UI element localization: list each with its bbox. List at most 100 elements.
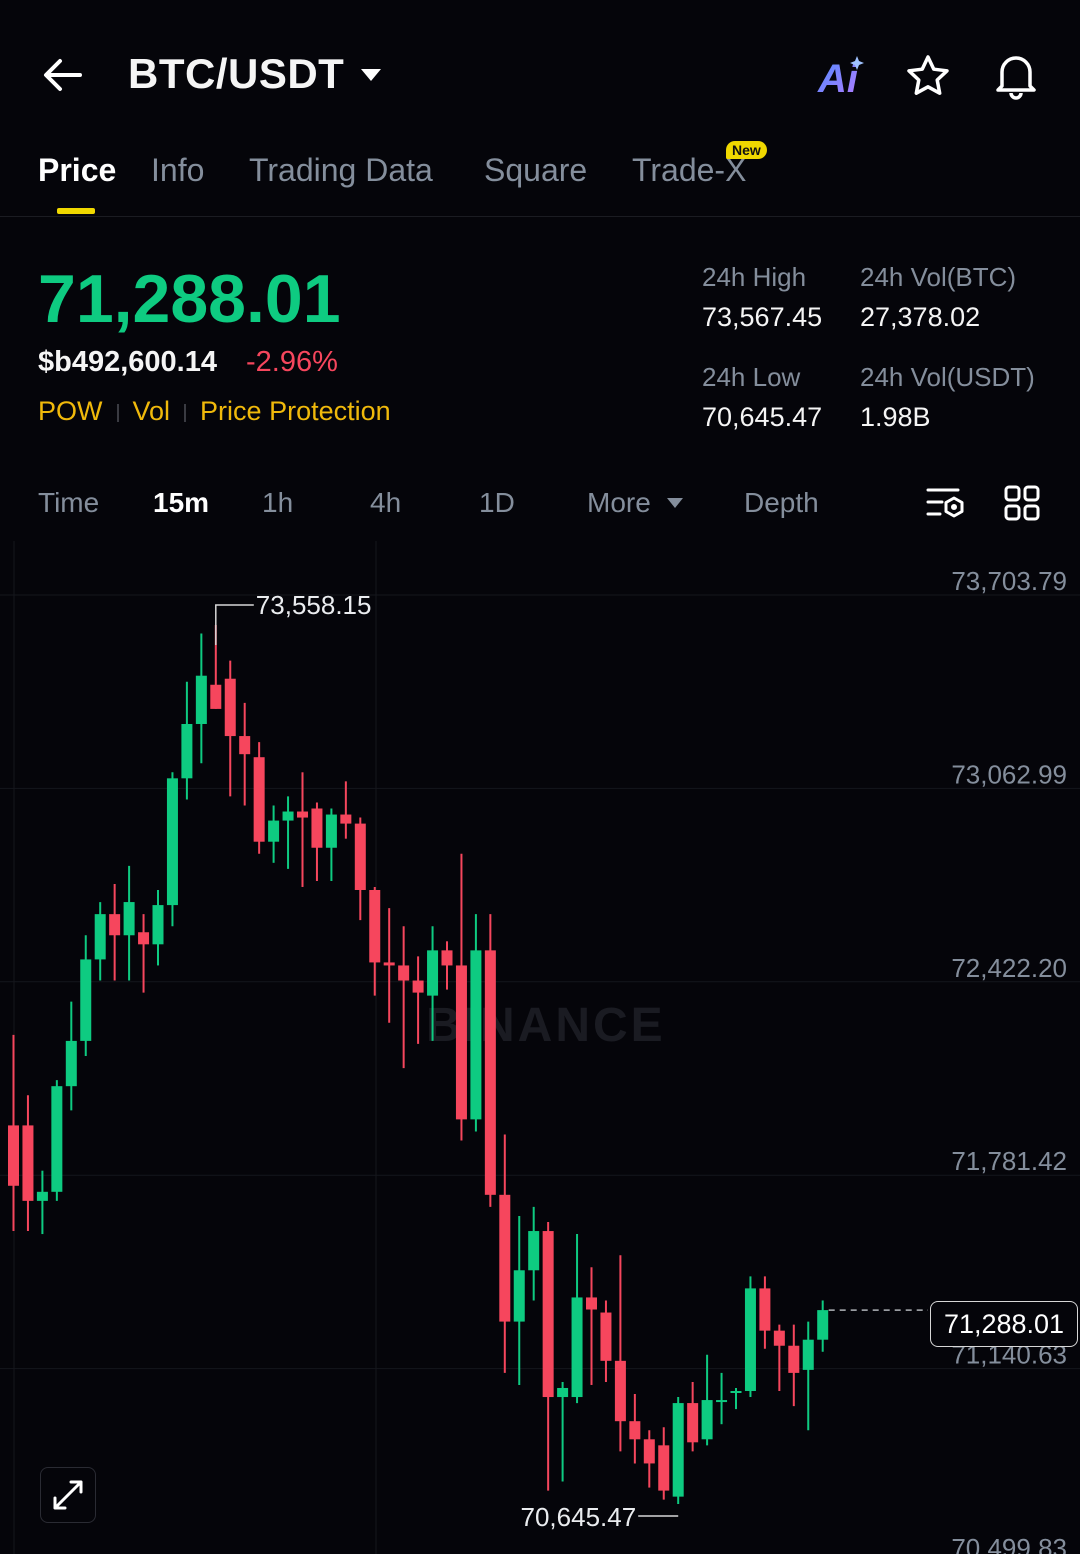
interval-1h[interactable]: 1h <box>262 487 294 518</box>
candle-body <box>528 1231 540 1271</box>
candle-body <box>123 902 135 936</box>
candle-body <box>557 1387 569 1398</box>
tag-list: POW Vol Price Protection <box>38 396 391 427</box>
candle-body <box>614 1360 626 1422</box>
ai-assistant-button[interactable]: Ai <box>816 52 868 108</box>
candle-body <box>195 675 207 724</box>
indicator-settings-icon[interactable] <box>924 484 964 529</box>
y-axis-tick-label: 70,499.83 <box>951 1533 1067 1554</box>
pair-dropdown-icon[interactable] <box>358 66 384 89</box>
candle-body <box>716 1400 728 1403</box>
active-tab-indicator <box>57 208 95 214</box>
candle-body <box>268 820 280 842</box>
stat-vol-btc-value: 27,378.02 <box>860 302 981 332</box>
candle-body <box>383 962 395 966</box>
stat-low-value: 70,645.47 <box>702 402 823 432</box>
fullscreen-button[interactable] <box>40 1467 96 1523</box>
candle-body <box>441 950 453 966</box>
current-price-label: 71,288.01 <box>930 1301 1078 1347</box>
y-axis-tick-label: 73,062.99 <box>951 759 1067 789</box>
candle-body <box>369 889 381 963</box>
candle-body <box>817 1310 829 1340</box>
interval-depth[interactable]: Depth <box>744 487 819 518</box>
tag-pow[interactable]: POW <box>38 396 103 426</box>
candle-body <box>166 778 178 906</box>
candle-body <box>210 684 222 709</box>
stat-vol-usdt-label: 24h Vol(USDT) <box>860 362 1035 392</box>
interval-1d[interactable]: 1D <box>479 487 515 518</box>
candle-body <box>36 1191 48 1201</box>
low-price-label: 70,645.47 <box>521 1502 637 1532</box>
tag-vol[interactable]: Vol <box>132 396 171 426</box>
ai-label: Ai <box>817 57 859 98</box>
candle-body <box>224 678 236 737</box>
layout-grid-icon[interactable] <box>1003 484 1041 527</box>
new-badge: New <box>726 141 767 159</box>
interval-more[interactable]: More <box>587 487 651 518</box>
candle-body <box>542 1231 554 1398</box>
interval-4h[interactable]: 4h <box>370 487 402 518</box>
tag-price-protection[interactable]: Price Protection <box>200 396 391 426</box>
stat-vol-btc-label: 24h Vol(BTC) <box>860 262 1017 292</box>
candle-body <box>600 1312 612 1361</box>
candle-body <box>802 1339 814 1370</box>
candle-body <box>788 1345 800 1373</box>
tab-square[interactable]: Square <box>484 152 588 188</box>
y-axis-tick-label: 72,422.20 <box>951 953 1067 983</box>
tab-bar: Price Info Trading Data Square Trade-X <box>0 146 1080 217</box>
candle-body <box>297 811 308 818</box>
candle-body <box>643 1439 655 1464</box>
candle-body <box>427 950 439 996</box>
candle-body <box>484 950 496 1195</box>
candle-body <box>253 757 265 842</box>
stat-high-label: 24h High <box>702 262 807 292</box>
candle-body <box>22 1125 34 1201</box>
last-price: 71,288.01 <box>38 261 341 337</box>
alert-bell-icon[interactable] <box>992 50 1040 105</box>
candle-body <box>629 1421 641 1440</box>
tab-info[interactable]: Info <box>151 152 205 188</box>
candle-body <box>586 1297 597 1310</box>
candle-body <box>412 980 424 993</box>
tab-trading-data[interactable]: Trading Data <box>249 152 433 188</box>
candle-body <box>687 1403 699 1443</box>
candle-body <box>658 1445 670 1491</box>
candle-body <box>354 823 366 890</box>
stat-low-label: 24h Low <box>702 362 801 392</box>
candle-body <box>744 1288 756 1392</box>
high-price-label: 73,558.15 <box>256 590 372 620</box>
candle-body <box>340 814 352 824</box>
candle-body <box>759 1288 771 1331</box>
candle-body <box>80 959 92 1041</box>
expand-icon <box>53 1480 83 1510</box>
candle-body <box>398 965 410 981</box>
favorite-star-icon[interactable] <box>904 52 952 105</box>
candlestick-chart[interactable]: 73,703.7973,062.9972,422.2071,781.4271,1… <box>0 541 1080 1554</box>
candle-body <box>470 950 482 1120</box>
candle-body <box>311 808 323 848</box>
candle-body <box>109 914 121 936</box>
candle-body <box>701 1400 713 1440</box>
candle-body <box>94 914 106 960</box>
back-arrow-icon[interactable] <box>40 52 86 98</box>
y-axis-tick-label: 73,703.79 <box>951 566 1067 596</box>
trading-pair-title[interactable]: BTC/USDT <box>128 50 345 97</box>
candle-body <box>455 965 467 1120</box>
fiat-value: $b492,600.14 <box>38 346 217 378</box>
stat-vol-usdt-value: 1.98B <box>860 402 931 432</box>
candle-body <box>282 811 294 821</box>
candle-body <box>239 736 251 755</box>
candle-body <box>51 1086 63 1192</box>
candle-body <box>138 932 150 945</box>
tab-price[interactable]: Price <box>38 152 117 188</box>
interval-time[interactable]: Time <box>38 487 100 518</box>
candle-body <box>513 1270 525 1322</box>
high-marker-line <box>215 604 254 645</box>
candle-body <box>65 1040 77 1087</box>
more-dropdown-icon[interactable] <box>665 496 685 515</box>
y-axis-tick-label: 71,781.42 <box>951 1146 1067 1176</box>
interval-15m[interactable]: 15m <box>153 487 210 518</box>
candle-body <box>181 723 193 779</box>
candle-body <box>672 1403 684 1497</box>
candle-body <box>499 1194 511 1322</box>
